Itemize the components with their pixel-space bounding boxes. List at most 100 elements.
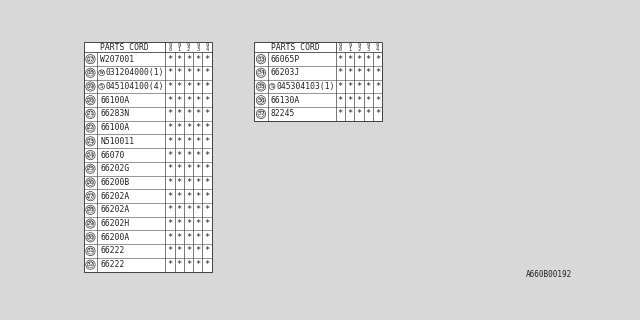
Text: *: * xyxy=(167,68,173,77)
Text: *: * xyxy=(347,55,353,64)
Text: *: * xyxy=(177,246,182,255)
Text: *: * xyxy=(167,178,173,187)
Text: *: * xyxy=(338,55,343,64)
Text: *: * xyxy=(177,109,182,118)
Text: *: * xyxy=(177,96,182,105)
Text: *: * xyxy=(204,82,210,91)
Text: 9
2: 9 2 xyxy=(187,43,190,52)
Text: *: * xyxy=(186,137,191,146)
Text: 22: 22 xyxy=(86,125,94,130)
Text: *: * xyxy=(186,96,191,105)
Text: 66200B: 66200B xyxy=(100,178,129,187)
Text: *: * xyxy=(338,82,343,91)
Text: *: * xyxy=(204,205,210,214)
Text: *: * xyxy=(347,68,353,77)
Text: *: * xyxy=(167,233,173,242)
Text: *: * xyxy=(195,137,200,146)
Text: *: * xyxy=(167,82,173,91)
Text: *: * xyxy=(195,109,200,118)
Text: *: * xyxy=(195,82,200,91)
Text: PARTS CORD: PARTS CORD xyxy=(271,43,319,52)
Text: *: * xyxy=(365,82,371,91)
Text: *: * xyxy=(204,178,210,187)
Text: 21: 21 xyxy=(86,111,94,116)
Text: *: * xyxy=(186,246,191,255)
Text: *: * xyxy=(356,109,362,118)
Text: *: * xyxy=(204,246,210,255)
Text: *: * xyxy=(167,260,173,269)
Text: *: * xyxy=(177,68,182,77)
Text: *: * xyxy=(195,150,200,160)
Text: *: * xyxy=(204,96,210,105)
Text: 33: 33 xyxy=(257,57,265,62)
Text: *: * xyxy=(195,164,200,173)
Text: 66203J: 66203J xyxy=(271,68,300,77)
Text: *: * xyxy=(177,164,182,173)
Text: *: * xyxy=(356,96,362,105)
Text: *: * xyxy=(356,82,362,91)
Text: 9
3: 9 3 xyxy=(367,43,370,52)
Text: *: * xyxy=(338,96,343,105)
Text: *: * xyxy=(195,260,200,269)
Text: *: * xyxy=(186,150,191,160)
Text: *: * xyxy=(375,55,380,64)
Text: 66202G: 66202G xyxy=(100,164,129,173)
Text: *: * xyxy=(347,82,353,91)
Text: *: * xyxy=(177,55,182,64)
Text: A660B00192: A660B00192 xyxy=(526,270,572,279)
Text: 66222: 66222 xyxy=(100,246,125,255)
Text: 20: 20 xyxy=(86,98,94,103)
Text: 66200A: 66200A xyxy=(100,233,129,242)
Text: 045304103(1): 045304103(1) xyxy=(276,82,335,91)
Text: *: * xyxy=(204,55,210,64)
Text: 045104100(4): 045104100(4) xyxy=(106,82,164,91)
Text: 31: 31 xyxy=(86,249,94,253)
Text: *: * xyxy=(365,68,371,77)
Text: 26: 26 xyxy=(86,180,94,185)
Text: *: * xyxy=(347,96,353,105)
Text: *: * xyxy=(195,233,200,242)
Text: *: * xyxy=(195,178,200,187)
Text: *: * xyxy=(167,109,173,118)
Text: 19: 19 xyxy=(86,84,94,89)
Text: 9
2: 9 2 xyxy=(357,43,360,52)
Text: S: S xyxy=(270,84,274,89)
Text: 29: 29 xyxy=(86,221,94,226)
Text: *: * xyxy=(167,55,173,64)
Text: 30: 30 xyxy=(86,235,94,240)
Text: 9
0: 9 0 xyxy=(168,43,172,52)
Text: 9
0: 9 0 xyxy=(339,43,342,52)
Text: *: * xyxy=(204,68,210,77)
Text: *: * xyxy=(186,260,191,269)
Text: *: * xyxy=(177,82,182,91)
Text: W207001: W207001 xyxy=(100,55,134,64)
Text: 27: 27 xyxy=(86,194,94,199)
Text: N510011: N510011 xyxy=(100,137,134,146)
Text: *: * xyxy=(186,164,191,173)
Text: *: * xyxy=(195,96,200,105)
Text: *: * xyxy=(186,55,191,64)
Text: W: W xyxy=(100,70,103,75)
Text: *: * xyxy=(167,164,173,173)
Text: 9
4: 9 4 xyxy=(376,43,379,52)
Text: *: * xyxy=(177,137,182,146)
Text: *: * xyxy=(195,123,200,132)
Text: 35: 35 xyxy=(257,84,265,89)
Text: *: * xyxy=(186,82,191,91)
Text: *: * xyxy=(167,123,173,132)
Text: *: * xyxy=(177,260,182,269)
Text: *: * xyxy=(204,233,210,242)
Text: 66202H: 66202H xyxy=(100,219,129,228)
Text: PARTS CORD: PARTS CORD xyxy=(100,43,149,52)
Text: 28: 28 xyxy=(86,207,94,212)
Text: 9
1: 9 1 xyxy=(178,43,180,52)
Text: *: * xyxy=(186,219,191,228)
Text: 23: 23 xyxy=(86,139,94,144)
Text: *: * xyxy=(186,178,191,187)
Text: *: * xyxy=(167,150,173,160)
Text: *: * xyxy=(177,219,182,228)
Text: *: * xyxy=(177,192,182,201)
Text: 9
1: 9 1 xyxy=(348,43,351,52)
Text: *: * xyxy=(204,123,210,132)
Text: *: * xyxy=(195,68,200,77)
